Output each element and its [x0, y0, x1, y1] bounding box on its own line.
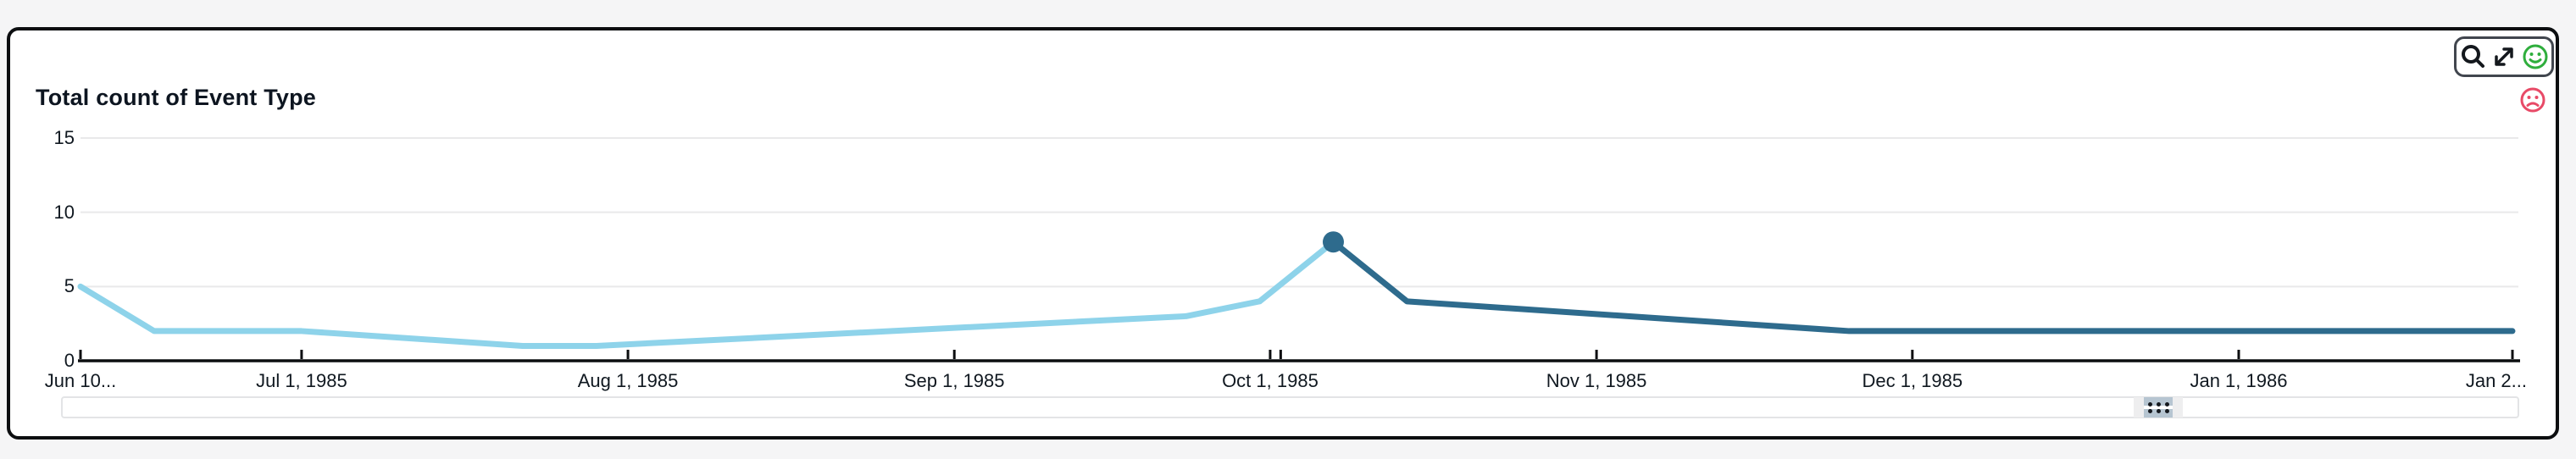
x-axis-label: Jan 1, 1986	[2190, 370, 2288, 391]
smiley-face-icon[interactable]	[2521, 41, 2550, 72]
x-axis-label: Aug 1, 1985	[577, 370, 679, 391]
y-axis-label: 15	[53, 127, 75, 148]
visual-hover-toolbar	[2454, 36, 2554, 77]
x-axis-label: Dec 1, 1985	[1862, 370, 1963, 391]
x-axis-label: Jun 10...	[44, 370, 117, 391]
visual-title: Total count of Event Type	[36, 85, 317, 110]
maximize-arrows-icon[interactable]	[2490, 41, 2518, 72]
x-axis-scrollbar-thumb[interactable]	[2134, 397, 2183, 418]
x-axis-label: Oct 1, 1985	[1222, 370, 1319, 391]
drag-dots-icon[interactable]	[2144, 397, 2173, 418]
x-axis-scrollbar-track[interactable]	[61, 396, 2519, 418]
series-line-actual[interactable]	[77, 239, 1336, 349]
x-axis-label: Jan 2...	[2465, 370, 2527, 391]
series-line-highlighted[interactable]	[1330, 239, 2516, 335]
x-axis-label: Jul 1, 1985	[256, 370, 347, 391]
highlighted-data-point[interactable]	[1322, 231, 1344, 253]
magnifier-icon[interactable]	[2459, 41, 2488, 72]
x-axis-label: Sep 1, 1985	[903, 370, 1005, 391]
sad-face-icon[interactable]	[2518, 86, 2547, 114]
y-axis-label: 0	[64, 350, 75, 371]
y-axis-label: 5	[64, 275, 75, 297]
visual-card[interactable]: Total count of Event Type	[7, 27, 2559, 440]
x-axis-label: Nov 1, 1985	[1546, 370, 1647, 391]
y-axis-label: 10	[53, 201, 75, 223]
